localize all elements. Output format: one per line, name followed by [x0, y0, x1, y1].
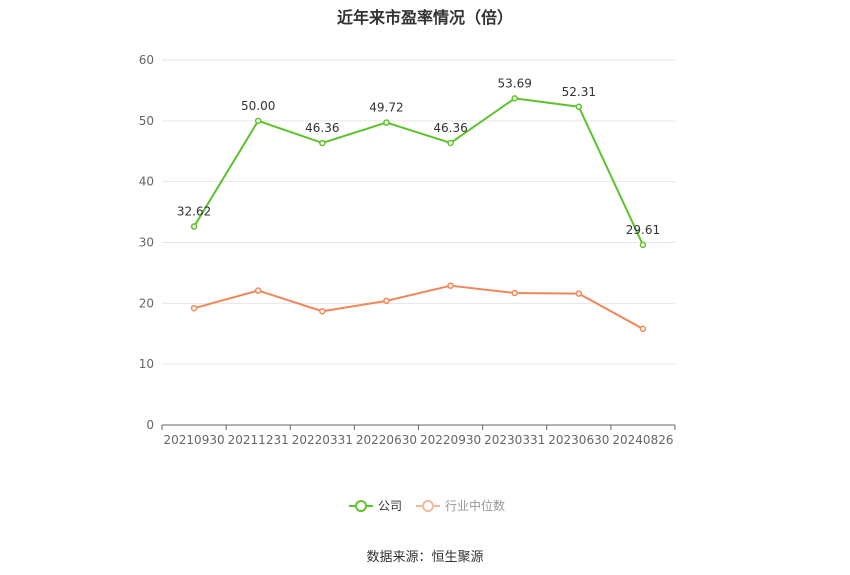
legend-swatch-marker	[355, 500, 367, 512]
chart-title: 近年来市盈率情况（倍）	[336, 8, 513, 27]
data-point	[511, 95, 518, 102]
data-point	[383, 297, 390, 305]
x-tick-label: 20211231	[228, 433, 289, 447]
x-tick-label: 20220331	[292, 433, 353, 447]
data-point	[447, 282, 454, 289]
data-point	[254, 117, 262, 125]
x-tick-label: 20210930	[164, 433, 225, 447]
legend-label: 行业中位数	[445, 498, 505, 513]
data-label: 53.69	[498, 76, 532, 90]
data-point	[639, 325, 647, 333]
data-labels: 32.62 50.00 46.36 49.72 46.36 53.69 52.31 29.61	[177, 76, 660, 236]
data-point	[319, 307, 326, 315]
y-tick-label: 40	[139, 175, 154, 189]
x-tick-label: 20240826	[612, 433, 673, 447]
y-tick-label: 20	[139, 296, 154, 310]
legend[interactable]: 公司 行业中位数	[349, 498, 505, 513]
data-label: 29.61	[626, 223, 660, 237]
data-point	[190, 223, 198, 230]
data-label: 46.36	[305, 121, 339, 135]
data-label: 49.72	[369, 101, 403, 115]
data-point	[575, 103, 583, 111]
data-point	[319, 139, 326, 147]
data-point	[639, 241, 647, 249]
data-label: 50.00	[241, 99, 275, 113]
x-tick-label: 20230331	[484, 433, 545, 447]
data-label: 32.62	[177, 205, 211, 219]
data-point	[190, 304, 198, 312]
x-tick-label: 20230630	[548, 433, 609, 447]
legend-item[interactable]: 公司	[349, 499, 402, 513]
y-tick-label: 50	[139, 114, 154, 128]
legend-label: 公司	[378, 499, 402, 513]
legend-item[interactable]: 行业中位数	[416, 498, 505, 513]
data-point	[447, 139, 454, 147]
y-tick-label: 10	[139, 357, 154, 371]
data-point	[383, 119, 390, 126]
data-label: 52.31	[562, 85, 596, 99]
legend-swatch-marker	[422, 500, 434, 512]
data-source-note: 数据来源：恒生聚源	[366, 550, 484, 565]
data-point	[511, 289, 518, 297]
y-tick-label: 60	[139, 53, 154, 67]
series-lines	[190, 95, 647, 333]
x-tick-label: 20220630	[356, 433, 417, 447]
series-line	[193, 284, 644, 330]
grid-lines	[162, 59, 675, 365]
data-point	[254, 287, 262, 294]
series-line	[193, 97, 644, 246]
data-point	[575, 290, 583, 297]
y-tick-label: 0	[146, 418, 154, 432]
y-tick-label: 30	[139, 236, 154, 250]
x-tick-label: 20220930	[420, 433, 481, 447]
data-label: 46.36	[433, 121, 467, 135]
